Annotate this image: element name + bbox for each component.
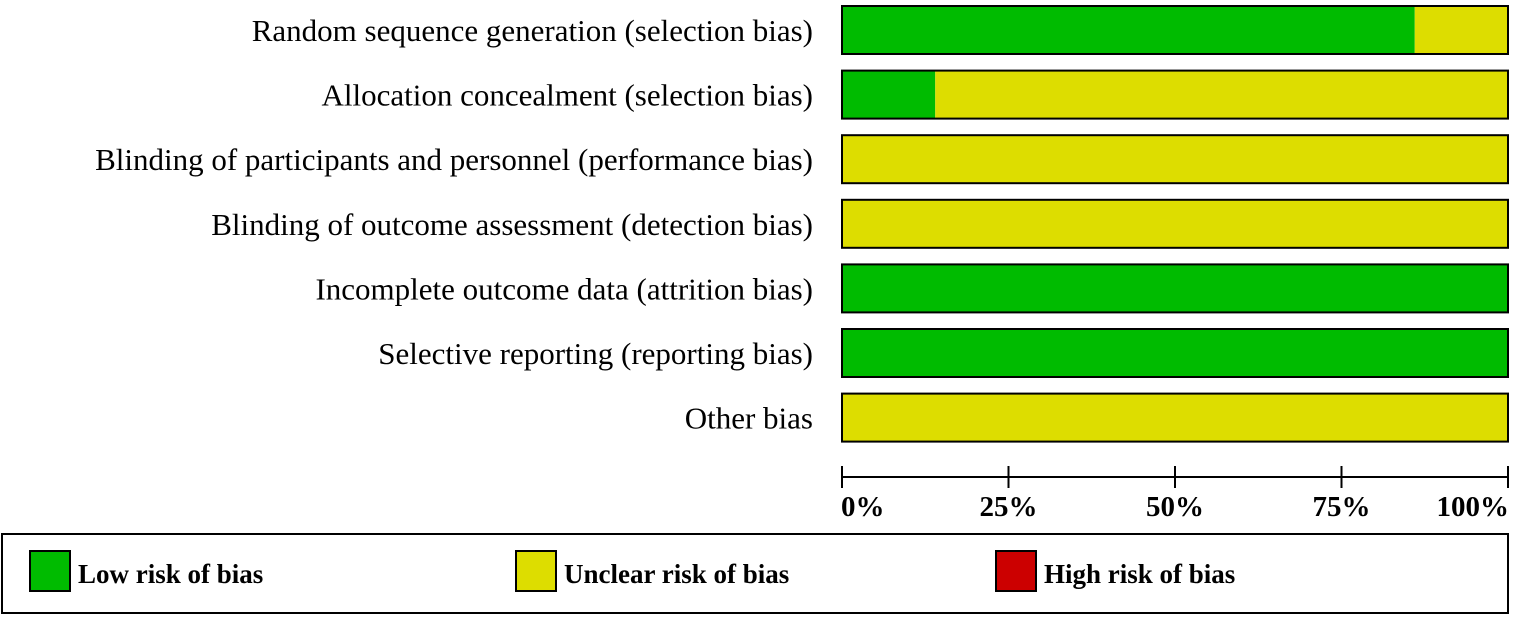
bar-segment — [842, 199, 1508, 248]
legend-label: Low risk of bias — [78, 559, 263, 589]
x-axis: 0% 25% 50% 75% 100% — [841, 466, 1509, 523]
bar-segment — [1414, 6, 1508, 54]
bar-segment — [842, 135, 1508, 184]
bar-segment — [842, 264, 1508, 313]
legend-label: High risk of bias — [1044, 559, 1235, 589]
legend-swatch — [515, 550, 557, 592]
legend-swatch — [995, 550, 1037, 592]
bar-outline — [841, 263, 1509, 314]
bar-segment — [842, 70, 936, 119]
row-label: Blinding of outcome assessment (detectio… — [211, 207, 813, 242]
row-label: Selective reporting (reporting bias) — [378, 336, 813, 371]
bar-outline — [841, 69, 1509, 120]
bar-outline — [841, 392, 1509, 443]
row-labels: Random sequence generation (selection bi… — [95, 13, 813, 436]
row-label: Other bias — [685, 401, 813, 436]
x-tick-label: 25% — [980, 491, 1038, 523]
x-tick-label: 50% — [1146, 491, 1204, 523]
x-tick-label: 75% — [1313, 491, 1371, 523]
row-label: Allocation concealment (selection bias) — [321, 78, 813, 113]
bar-outline — [841, 134, 1509, 185]
bar-outline — [841, 5, 1509, 55]
row-label: Blinding of participants and personnel (… — [95, 142, 813, 177]
bar-outline — [841, 198, 1509, 249]
legend-label: Unclear risk of bias — [564, 559, 789, 589]
x-tick-label: 100% — [1437, 491, 1510, 523]
bar-segment — [935, 70, 1508, 119]
bars — [841, 5, 1509, 443]
bar-segment — [842, 329, 1508, 377]
legend-frame — [1, 533, 1509, 614]
bar-segment — [842, 6, 1415, 54]
legend-swatch — [29, 550, 71, 592]
bar-outline — [841, 328, 1509, 378]
row-label: Incomplete outcome data (attrition bias) — [315, 271, 813, 306]
bar-segment — [842, 393, 1508, 442]
row-label: Random sequence generation (selection bi… — [252, 13, 813, 48]
legend: Low risk of bias Unclear risk of bias High… — [1, 533, 1509, 614]
x-tick-label: 0% — [841, 491, 885, 523]
